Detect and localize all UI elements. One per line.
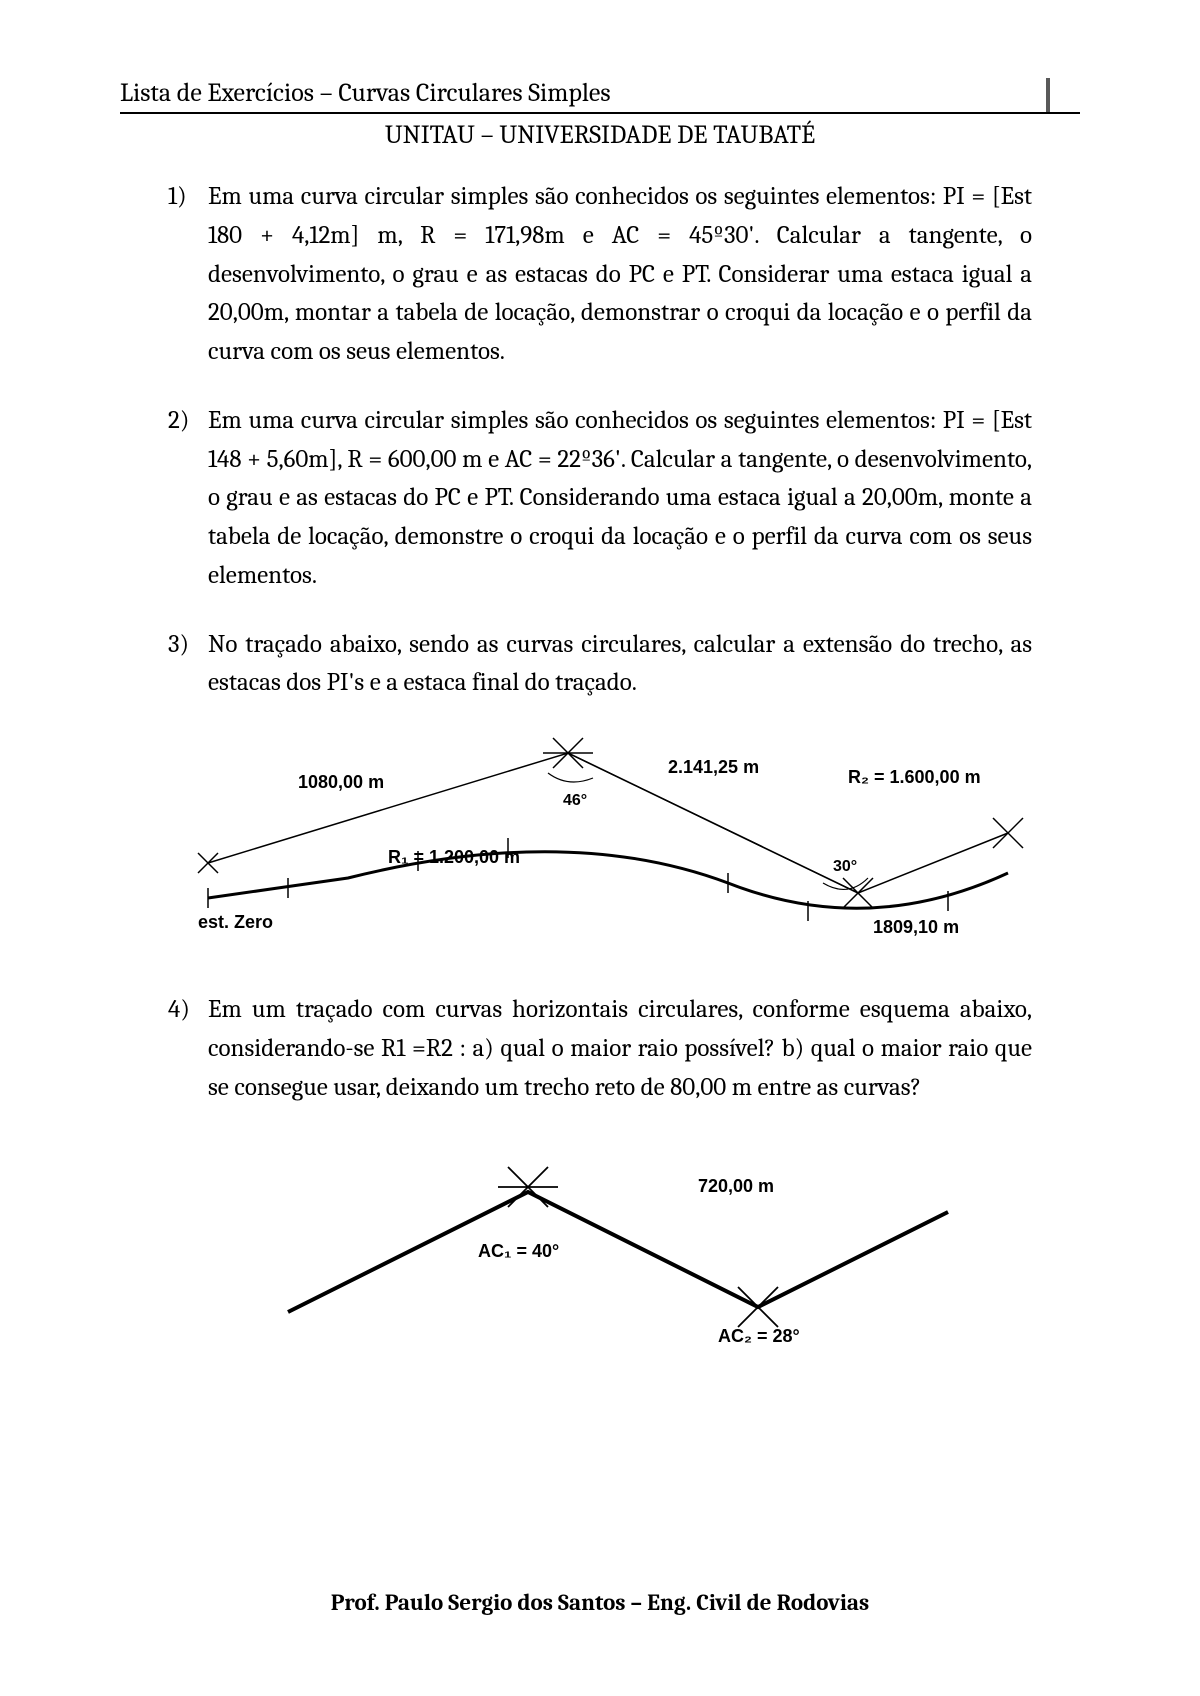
- header-title: Lista de Exercícios – Curvas Circulares …: [120, 78, 1046, 108]
- footer: Prof. Paulo Sergio dos Santos – Eng. Civ…: [0, 1589, 1200, 1616]
- exercise-2: Em uma curva circular simples são conhec…: [168, 402, 1032, 596]
- d1-label: 1080,00 m: [298, 772, 384, 792]
- exercise-4: Em um traçado com curvas horizontais cir…: [168, 991, 1032, 1107]
- page: Lista de Exercícios – Curvas Circulares …: [0, 0, 1200, 1696]
- diagram-1-svg: 1080,00 m 2.141,25 m R₂ = 1.600,00 m 46°…: [168, 733, 1028, 963]
- diagram-2-svg: 720,00 m AC₁ = 40° AC₂ = 28°: [268, 1137, 968, 1357]
- diagram-2: 720,00 m AC₁ = 40° AC₂ = 28°: [268, 1137, 1032, 1357]
- content: Em uma curva circular simples são conhec…: [120, 178, 1080, 1357]
- ac1-label: AC₁ = 40°: [478, 1241, 559, 1261]
- start-label: est. Zero: [198, 912, 273, 932]
- a1-label: 46°: [563, 792, 587, 809]
- d2-label: 2.141,25 m: [668, 757, 759, 777]
- ac2-label: AC₂ = 28°: [718, 1326, 800, 1346]
- exercise-list: Em uma curva circular simples são conhec…: [168, 178, 1032, 703]
- exercise-1: Em uma curva circular simples são conhec…: [168, 178, 1032, 372]
- exercise-3: No traçado abaixo, sendo as curvas circu…: [168, 626, 1032, 704]
- d3-label: 1809,10 m: [873, 917, 959, 937]
- r1-label: R₁ = 1.200,00 m: [388, 847, 520, 867]
- diagram-1: 1080,00 m 2.141,25 m R₂ = 1.600,00 m 46°…: [168, 733, 1032, 963]
- d-label: 720,00 m: [698, 1176, 774, 1196]
- header-divider: [1046, 78, 1080, 112]
- a2-label: 30°: [833, 858, 857, 875]
- exercise-list-2: Em um traçado com curvas horizontais cir…: [168, 991, 1032, 1107]
- header-row: Lista de Exercícios – Curvas Circulares …: [120, 78, 1080, 114]
- subtitle: UNITAU – UNIVERSIDADE DE TAUBATÉ: [120, 120, 1080, 150]
- r2-label: R₂ = 1.600,00 m: [848, 767, 981, 787]
